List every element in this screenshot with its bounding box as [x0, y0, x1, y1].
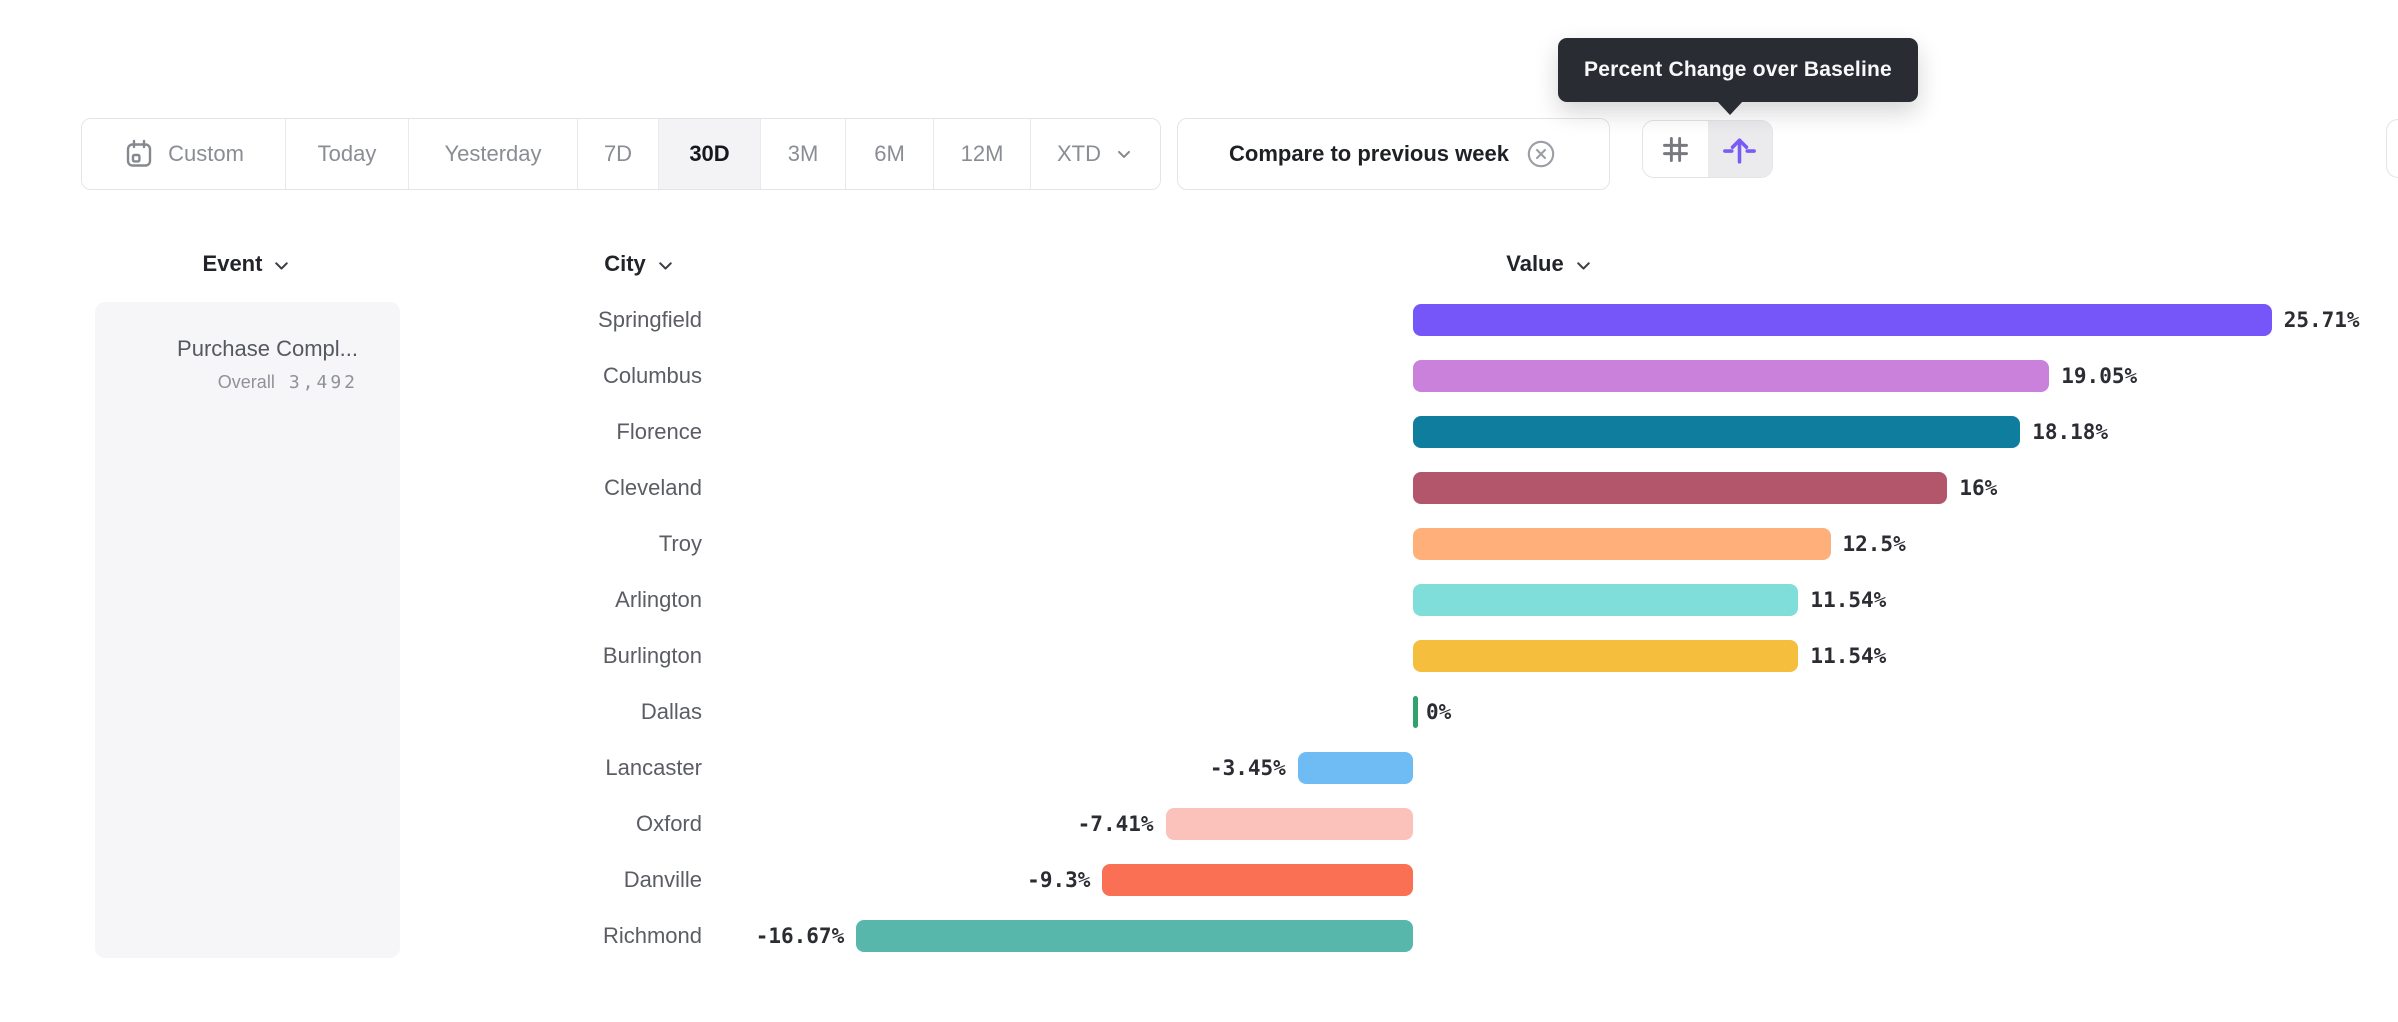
- bar-dallas[interactable]: [1413, 696, 1418, 728]
- baseline-arrow-icon: [1721, 131, 1758, 168]
- date-range-label: 7D: [603, 141, 633, 166]
- city-label[interactable]: Dallas: [640, 699, 702, 724]
- date-range-30d[interactable]: 30D: [659, 119, 761, 189]
- calendar-icon: [123, 138, 155, 170]
- table-row: Lancaster -3.45%: [0, 740, 2398, 796]
- value-display-toggle: [1642, 120, 1773, 178]
- column-header-event[interactable]: Event: [95, 248, 400, 280]
- event-overall-label: Overall: [217, 372, 275, 392]
- city-label[interactable]: Springfield: [598, 307, 702, 332]
- table-row: Cleveland 16%: [0, 460, 2398, 516]
- city-label[interactable]: Lancaster: [605, 755, 702, 780]
- toggle-option-percent-change[interactable]: [1707, 121, 1772, 177]
- tooltip-text: Percent Change over Baseline: [1584, 58, 1892, 81]
- column-header-label: Event: [202, 251, 263, 276]
- bar-value-label: 11.54%: [1810, 644, 1887, 668]
- table-row: Arlington 11.54%: [0, 572, 2398, 628]
- date-range-7d[interactable]: 7D: [578, 119, 659, 189]
- chevron-down-icon: [1114, 144, 1134, 164]
- date-range-label: Custom: [168, 141, 244, 166]
- bar-value-label: -9.3%: [1027, 868, 1091, 892]
- bar-lancaster[interactable]: [1297, 752, 1413, 784]
- table-row: Richmond -16.67%: [0, 908, 2398, 964]
- date-range-today[interactable]: Today: [286, 119, 409, 189]
- date-range-label: 3M: [787, 141, 819, 166]
- close-circle-icon[interactable]: [1524, 137, 1558, 171]
- table-row: Columbus 19.05%: [0, 348, 2398, 404]
- city-label[interactable]: Oxford: [635, 811, 702, 836]
- column-header-label: City: [604, 251, 646, 276]
- table-row: Troy 12.5%: [0, 516, 2398, 572]
- date-range-label: 6M: [874, 141, 905, 166]
- event-name: Purchase Compl...: [177, 336, 358, 361]
- city-label[interactable]: Danville: [623, 867, 702, 892]
- comparison-chip[interactable]: Compare to previous week: [1177, 118, 1610, 190]
- bar-value-label: -7.41%: [1077, 812, 1154, 836]
- date-range-label: 30D: [689, 141, 730, 166]
- bar-springfield[interactable]: [1413, 304, 2272, 336]
- date-range-6m[interactable]: 6M: [846, 119, 934, 189]
- bar-chart: Springfield 25.71% Columbus 19.05% Florence 1…: [0, 292, 2398, 964]
- date-range-control: Custom Today Yesterday 7D 30D 3M 6M 12M XTD: [81, 118, 1161, 190]
- bar-oxford[interactable]: [1165, 808, 1413, 840]
- bar-arlington[interactable]: [1413, 584, 1799, 616]
- table-row: Springfield 25.71%: [0, 292, 2398, 348]
- comparison-chip-label: Compare to previous week: [1229, 141, 1509, 166]
- partial-button[interactable]: [2386, 119, 2398, 178]
- bar-troy[interactable]: [1413, 528, 1831, 560]
- bar-value-label: 18.18%: [2032, 420, 2109, 444]
- city-label[interactable]: Florence: [616, 419, 702, 444]
- date-range-label: XTD: [1057, 141, 1101, 166]
- bar-danville[interactable]: [1102, 864, 1413, 896]
- date-range-yesterday[interactable]: Yesterday: [409, 119, 578, 189]
- bar-cleveland[interactable]: [1413, 472, 1948, 504]
- column-header-city[interactable]: City: [500, 248, 780, 280]
- table-row: Dallas 0%: [0, 684, 2398, 740]
- date-range-label: 12M: [960, 141, 1004, 166]
- bar-value-label: 0%: [1426, 700, 1452, 724]
- city-label[interactable]: Troy: [658, 531, 702, 556]
- date-range-12m[interactable]: 12M: [934, 119, 1031, 189]
- bar-burlington[interactable]: [1413, 640, 1799, 672]
- bar-value-label: -3.45%: [1209, 756, 1286, 780]
- date-range-label: Today: [317, 141, 377, 166]
- tooltip: Percent Change over Baseline: [1558, 38, 1918, 102]
- bar-florence[interactable]: [1413, 416, 2021, 448]
- city-label[interactable]: Arlington: [615, 587, 702, 612]
- hash-icon: [1659, 133, 1692, 166]
- table-row: Florence 18.18%: [0, 404, 2398, 460]
- city-label[interactable]: Columbus: [602, 363, 702, 388]
- city-label[interactable]: Richmond: [602, 923, 702, 948]
- bar-value-label: 12.5%: [1842, 532, 1906, 556]
- table-row: Oxford -7.41%: [0, 796, 2398, 852]
- tooltip-arrow: [1716, 100, 1744, 115]
- event-overall: Overall 3,492: [218, 372, 358, 393]
- bar-value-label: 25.71%: [2283, 308, 2360, 332]
- event-overall-value: 3,492: [288, 372, 358, 393]
- column-header-label: Value: [1506, 251, 1564, 276]
- table-row: Burlington 11.54%: [0, 628, 2398, 684]
- bar-richmond[interactable]: [856, 920, 1413, 952]
- chevron-down-icon: [1573, 255, 1594, 276]
- chevron-down-icon: [655, 255, 676, 276]
- bar-value-label: 19.05%: [2061, 364, 2138, 388]
- table-row: Danville -9.3%: [0, 852, 2398, 908]
- date-range-xtd[interactable]: XTD: [1031, 119, 1160, 189]
- bar-value-label: -16.67%: [755, 924, 845, 948]
- toggle-option-absolute[interactable]: [1643, 121, 1708, 177]
- column-header-value[interactable]: Value: [1400, 248, 1700, 280]
- city-label[interactable]: Cleveland: [604, 475, 702, 500]
- bar-columbus[interactable]: [1413, 360, 2050, 392]
- bar-value-label: 11.54%: [1810, 588, 1887, 612]
- date-range-3m[interactable]: 3M: [761, 119, 846, 189]
- city-label[interactable]: Burlington: [602, 643, 702, 668]
- date-range-label: Yesterday: [444, 141, 542, 166]
- bar-value-label: 16%: [1959, 476, 1998, 500]
- date-range-custom[interactable]: Custom: [82, 119, 286, 189]
- chevron-down-icon: [271, 255, 292, 276]
- event-card[interactable]: Purchase Compl... Overall 3,492: [95, 302, 400, 958]
